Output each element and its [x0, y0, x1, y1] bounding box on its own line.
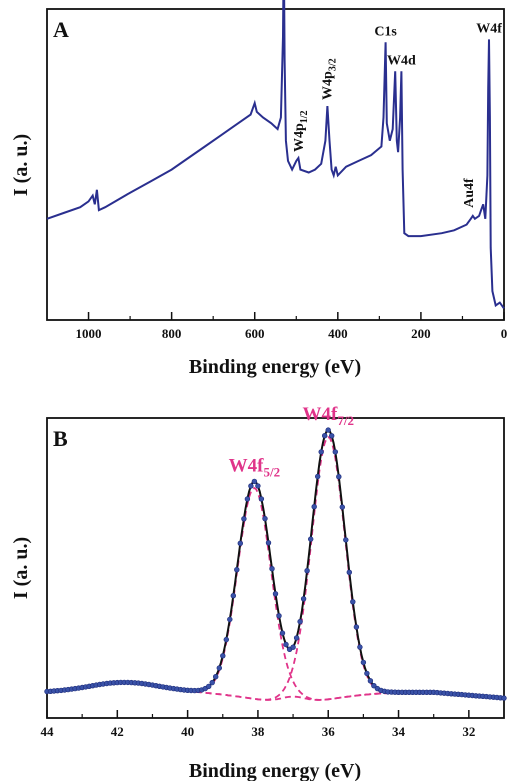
- panel-b-data-point: [350, 599, 356, 605]
- panel-b-data-point: [269, 565, 275, 572]
- panel-b-data-point: [248, 483, 254, 489]
- panel-b-data-point: [290, 644, 296, 650]
- panel-a-y-axis-label: I (a. u.): [10, 134, 32, 196]
- panel-a-peak-label: W4d: [387, 53, 416, 68]
- panel-a-x-tick-label: 800: [162, 326, 182, 341]
- panel-b-y-axis-label: I (a. u.): [10, 537, 32, 599]
- panel-b-data-point: [220, 653, 226, 659]
- panel-b-data-point: [230, 592, 237, 599]
- panel-b-data-point: [329, 433, 335, 439]
- panel-b-x-tick-label: 36: [322, 724, 336, 739]
- panel-a-x-tick-label: 0: [501, 326, 507, 341]
- panel-b-data-point: [325, 427, 331, 433]
- panel-b-data-point: [343, 537, 349, 543]
- panel-b-data-point: [322, 433, 328, 439]
- panel-b-data-point: [308, 536, 314, 542]
- panel-b: B 44 42 40 38 36 34 32 W4f5/2 W4f7/2 Binding en…: [10, 404, 507, 781]
- panel-b-data-point: [346, 569, 352, 575]
- panel-b-data-point: [223, 636, 230, 643]
- panel-a-x-axis-label: Binding energy (eV): [189, 356, 361, 378]
- panel-a-frame: [46, 8, 505, 321]
- panel-a-peak-label: W4f: [476, 21, 502, 36]
- panel-b-data-point: [206, 683, 212, 690]
- panel-b-data-point: [293, 635, 300, 641]
- panel-a-x-tick-label: 600: [245, 326, 265, 341]
- panel-b-data-point: [241, 516, 247, 522]
- panel-b-data-point: [315, 473, 321, 480]
- panel-a-peak-label: W4p1/2: [292, 110, 310, 152]
- panel-b-peak-label: W4f7/2: [303, 404, 354, 428]
- panel-b-data-point: [209, 679, 215, 686]
- panel-b-data-point: [364, 670, 370, 677]
- panel-b-data-points: [44, 427, 507, 701]
- panel-b-data-point: [227, 616, 233, 623]
- panel-b-data-point: [318, 449, 324, 455]
- panel-b-data-point: [279, 630, 286, 636]
- panel-b-data-point: [213, 673, 219, 680]
- panel-a-peak-label: C1s: [374, 24, 397, 39]
- panel-b-data-point: [258, 496, 265, 502]
- panel-b-data-point: [300, 596, 307, 602]
- panel-a-spectrum-line: [46, 0, 505, 309]
- panel-b-data-point: [367, 678, 374, 684]
- panel-b-data-point: [311, 504, 317, 510]
- panel-b-data-point: [357, 644, 363, 650]
- panel-b-data-point: [353, 624, 360, 630]
- panel-b-x-tick-label: 42: [111, 724, 124, 739]
- panel-b-x-tick-label: 38: [251, 724, 265, 739]
- panel-a-x-ticks: 1000 800 600 400 200 0: [76, 312, 507, 341]
- panel-b-data-point: [336, 474, 342, 480]
- panel-a-x-tick-label: 1000: [76, 326, 102, 341]
- panel-b-data-point: [255, 483, 261, 489]
- panel-b-data-point: [332, 449, 338, 455]
- panel-b-data-point: [262, 515, 268, 522]
- panel-b-data-point: [304, 567, 310, 574]
- panel-b-data-point: [216, 665, 223, 671]
- panel-a-x-tick-label: 400: [328, 326, 348, 341]
- panel-a-peak-label: W4p3/2: [320, 58, 338, 100]
- panel-b-data-point: [234, 566, 240, 573]
- panel-b-data-point: [251, 478, 258, 485]
- panel-b-peak-annotations: W4f5/2 W4f7/2: [229, 404, 354, 479]
- panel-b-x-ticks: 44 42 40 38 36 34 32: [41, 710, 475, 739]
- panel-b-data-point: [276, 613, 282, 619]
- panel-b-data-point: [360, 659, 367, 666]
- panel-b-data-point: [501, 695, 507, 701]
- panel-b-x-tick-label: 40: [181, 724, 194, 739]
- panel-b-data-point: [371, 682, 377, 689]
- panel-a-x-tick-label: 200: [411, 326, 431, 341]
- panel-b-data-point: [244, 496, 251, 502]
- panel-a-label: A: [53, 17, 69, 42]
- panel-b-peak-label: W4f5/2: [229, 455, 280, 479]
- panel-b-x-tick-label: 32: [462, 724, 475, 739]
- panel-b-data-point: [272, 591, 279, 597]
- panel-b-x-tick-label: 34: [392, 724, 406, 739]
- panel-b-x-axis-label: Binding energy (eV): [189, 760, 361, 781]
- panel-b-data-point: [283, 641, 289, 648]
- panel-b-data-point: [237, 540, 244, 546]
- panel-a-peak-label: Au4f: [462, 178, 477, 208]
- panel-b-data-point: [265, 540, 272, 546]
- panel-b-frame: [46, 417, 505, 719]
- panel-b-x-tick-label: 44: [41, 724, 55, 739]
- panel-b-data-point: [297, 618, 303, 625]
- panel-b-data-point: [339, 504, 345, 510]
- panel-b-label: B: [53, 426, 68, 451]
